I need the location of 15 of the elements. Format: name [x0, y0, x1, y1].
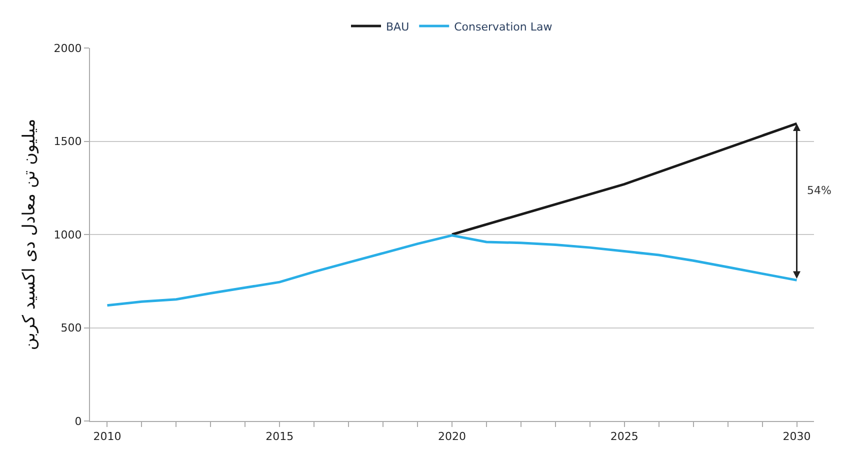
x-tick-label: 2020 [438, 430, 466, 444]
y-tick-label: 1000 [54, 228, 82, 242]
x-tick-label: 2030 [782, 430, 811, 444]
y-tick-label: 2000 [54, 42, 82, 55]
legend-label: Conservation Law [454, 20, 552, 34]
x-tick-label: 2025 [610, 430, 638, 444]
line-series [106, 234, 798, 307]
y-tick-label: 0 [74, 414, 82, 428]
x-tick-label: 2010 [93, 430, 122, 444]
legend-label: BAU [386, 20, 410, 34]
y-tick-label: 500 [60, 322, 82, 335]
annotation: 54% [807, 184, 832, 197]
x-tick-label: 2015 [266, 430, 294, 444]
y-axis-title: میلیون تن معادل دی اکسید کربن [19, 118, 40, 350]
y-tick-label: 1500 [54, 135, 82, 148]
